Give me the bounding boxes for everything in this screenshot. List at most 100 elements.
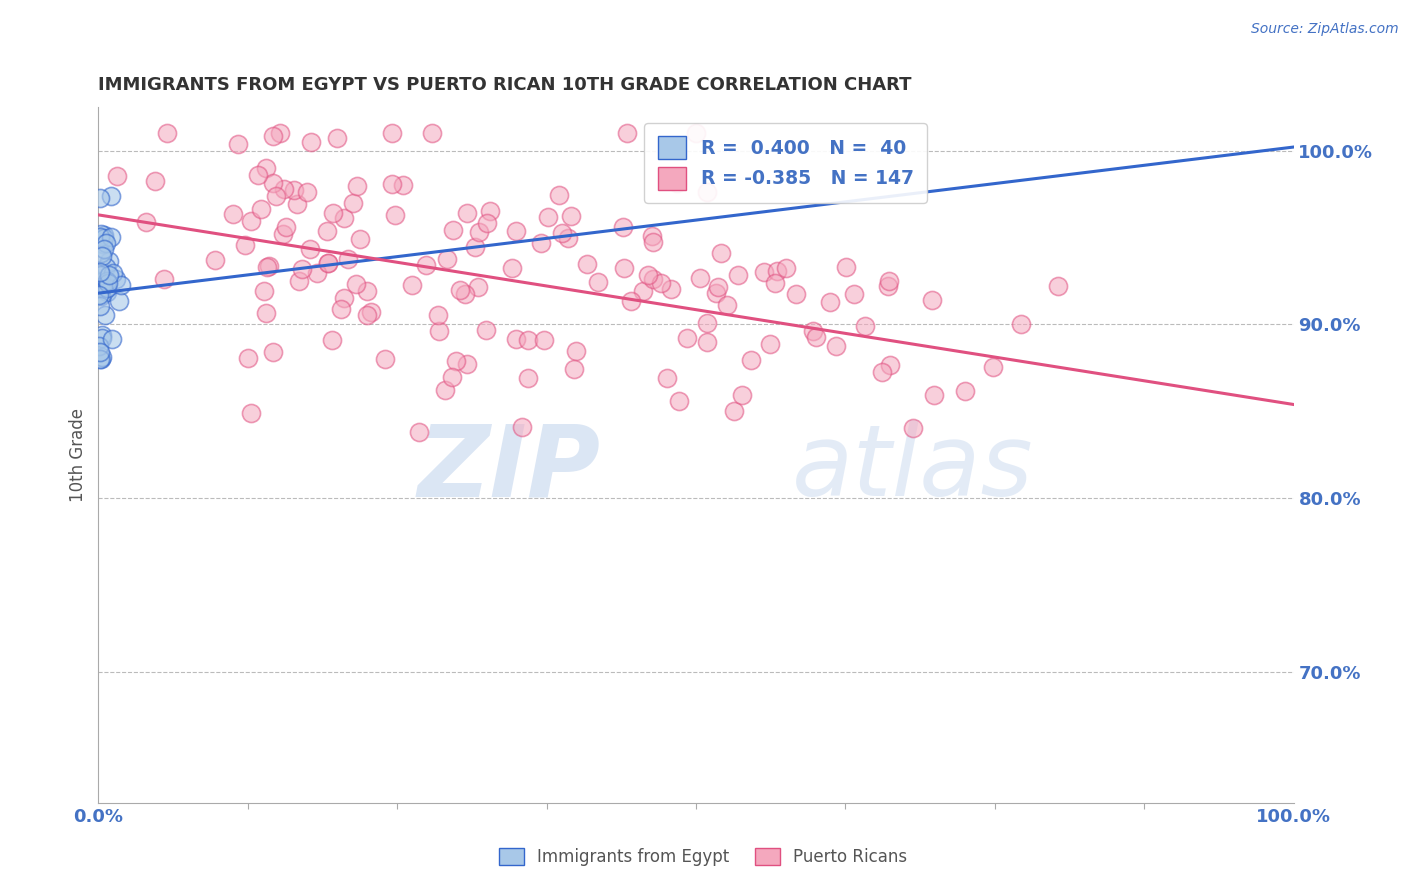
Point [510, 419, 533, 434]
Point [557, 231, 579, 245]
Point [879, 274, 901, 288]
Point [97, 276, 120, 290]
Point [322, 206, 344, 220]
Point [467, 279, 489, 293]
Point [143, 174, 166, 188]
Point [464, 239, 486, 253]
Point [401, 277, 423, 292]
Point [89, 229, 111, 244]
Point [696, 185, 718, 199]
Point [533, 333, 555, 347]
Point [90, 268, 112, 282]
Point [560, 209, 582, 223]
Point [456, 357, 478, 371]
Point [316, 256, 339, 270]
Point [90, 246, 112, 260]
Point [299, 136, 322, 150]
Point [876, 279, 898, 293]
Point [96, 281, 118, 295]
Point [548, 188, 571, 202]
Point [236, 351, 259, 365]
Point [643, 272, 665, 286]
Point [517, 371, 540, 385]
Point [89, 265, 111, 279]
Point [264, 189, 287, 203]
Point [135, 215, 157, 229]
Point [89, 339, 111, 353]
Point [337, 252, 360, 266]
Point [315, 224, 337, 238]
Point [842, 286, 865, 301]
Point [93, 231, 115, 245]
Text: ZIP: ZIP [418, 420, 600, 517]
Point [716, 298, 738, 312]
Point [758, 336, 780, 351]
Point [344, 277, 367, 291]
Point [89, 345, 111, 359]
Point [90, 331, 112, 345]
Point [330, 301, 353, 316]
Point [89, 352, 111, 367]
Point [530, 236, 553, 251]
Point [107, 169, 129, 183]
Point [254, 306, 277, 320]
Point [89, 288, 111, 302]
Point [233, 238, 256, 252]
Point [901, 421, 924, 435]
Point [727, 268, 749, 283]
Point [562, 361, 585, 376]
Point [93, 228, 115, 243]
Point [740, 352, 762, 367]
Point [785, 287, 807, 301]
Point [356, 285, 378, 299]
Point [475, 323, 498, 337]
Point [576, 257, 599, 271]
Point [427, 325, 450, 339]
Point [96, 274, 118, 288]
Point [420, 126, 443, 140]
Point [90, 227, 112, 241]
Point [675, 331, 697, 345]
Point [922, 388, 945, 402]
Point [641, 235, 664, 249]
Point [94, 308, 117, 322]
Point [249, 202, 271, 217]
Point [349, 232, 371, 246]
Point [90, 249, 112, 263]
Point [285, 197, 308, 211]
Y-axis label: 10th Grade: 10th Grade [69, 408, 87, 502]
Point [262, 176, 284, 190]
Point [475, 216, 498, 230]
Point [91, 237, 114, 252]
Point [273, 227, 295, 241]
Point [426, 308, 449, 322]
Point [101, 266, 124, 280]
Point [346, 178, 368, 193]
Point [94, 260, 117, 274]
Point [98, 254, 121, 268]
Point [257, 259, 280, 273]
Point [273, 182, 295, 196]
Point [98, 268, 121, 282]
Point [262, 344, 284, 359]
Point [825, 339, 848, 353]
Point [723, 404, 745, 418]
Point [204, 253, 226, 268]
Point [659, 282, 682, 296]
Point [981, 359, 1004, 374]
Point [93, 242, 115, 256]
Legend: R =  0.400   N =  40, R = -0.385   N = 147: R = 0.400 N = 40, R = -0.385 N = 147 [644, 123, 927, 202]
Point [100, 189, 122, 203]
Point [297, 186, 319, 200]
Point [305, 267, 328, 281]
Point [505, 332, 527, 346]
Point [564, 344, 586, 359]
Point [536, 210, 558, 224]
Point [90, 327, 112, 342]
Point [221, 207, 243, 221]
Point [287, 274, 309, 288]
Point [342, 196, 364, 211]
Point [321, 333, 343, 347]
Point [226, 136, 249, 151]
Point [631, 285, 654, 299]
